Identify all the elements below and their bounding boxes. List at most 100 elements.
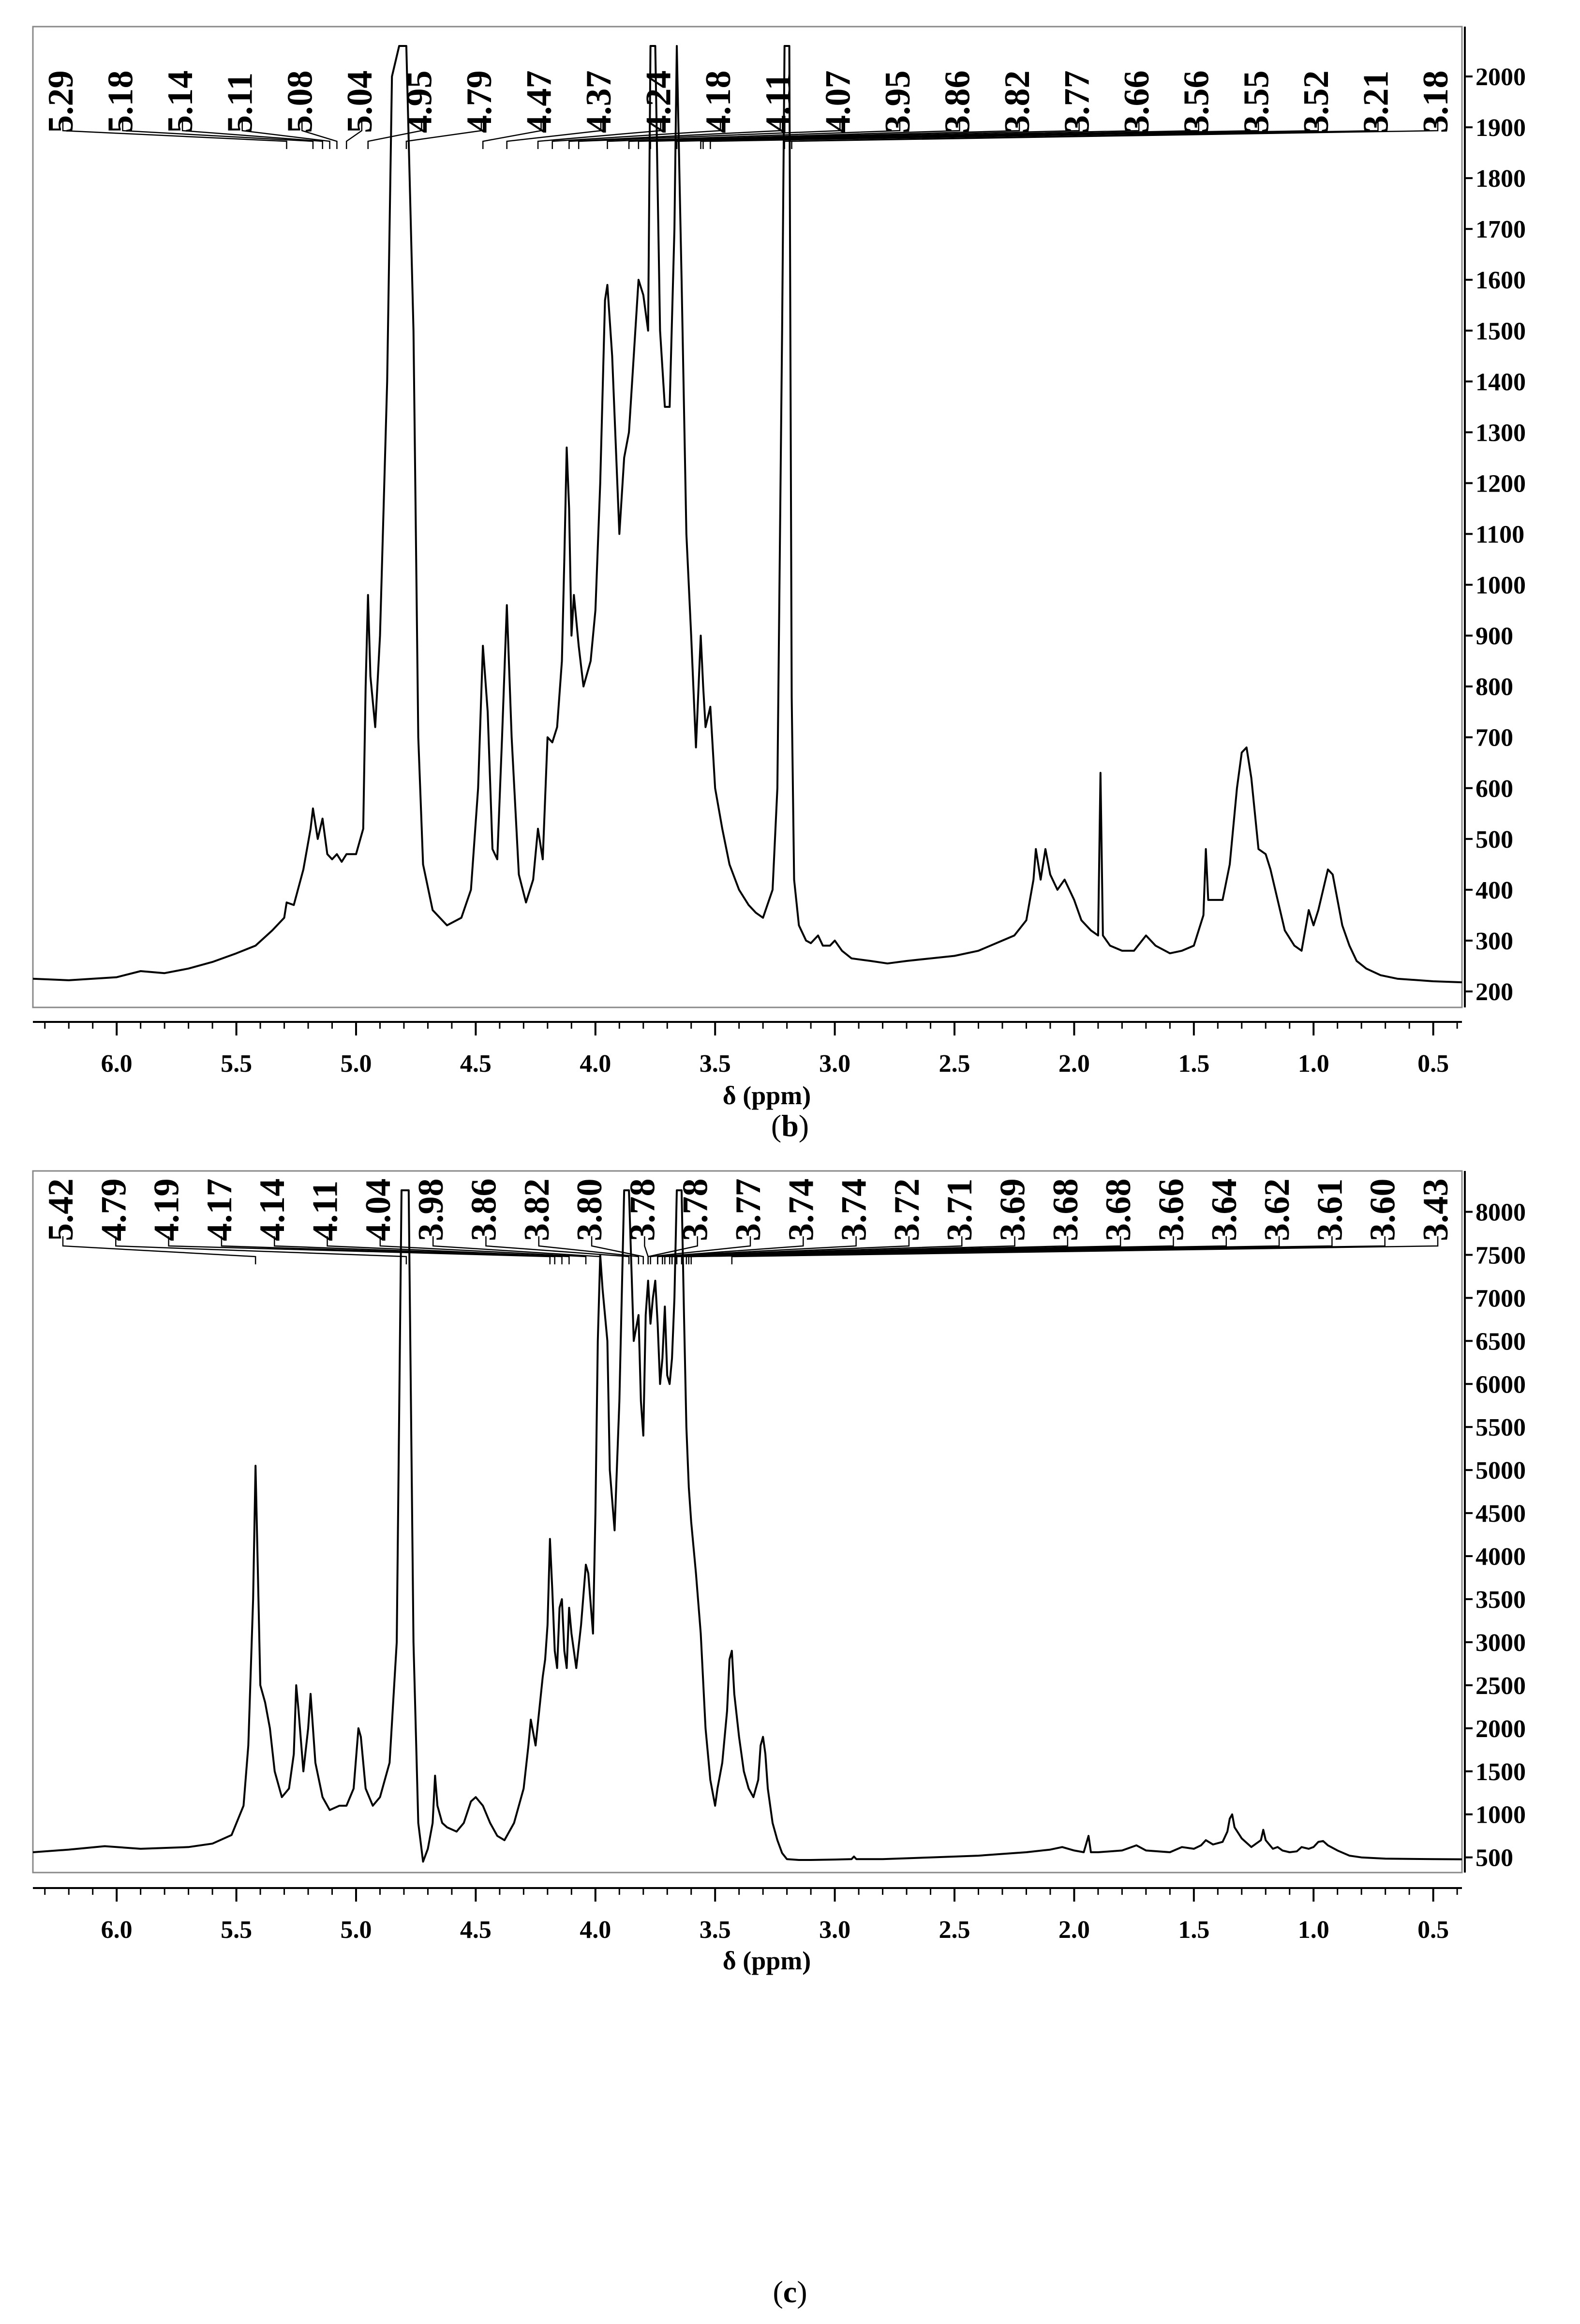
peak-label: 5.42 bbox=[41, 1179, 81, 1242]
peak-leader-line bbox=[662, 1236, 910, 1264]
peak-leader-line bbox=[168, 1236, 551, 1264]
x-tick-label: 6.0 bbox=[101, 1916, 133, 1944]
y-tick-label: 6500 bbox=[1476, 1328, 1526, 1355]
peak-leader-line bbox=[568, 121, 781, 149]
y-tick-label: 1600 bbox=[1476, 267, 1526, 294]
peak-label: 3.77 bbox=[1058, 71, 1097, 134]
x-tick-label: 2.5 bbox=[939, 1916, 970, 1944]
peak-label: 4.14 bbox=[253, 1179, 292, 1242]
peak-leader-line bbox=[482, 121, 542, 149]
y-tick-label: 5500 bbox=[1476, 1414, 1526, 1441]
peak-leader-line bbox=[122, 121, 314, 149]
x-tick-label: 3.5 bbox=[700, 1050, 731, 1078]
peak-label: 3.60 bbox=[1363, 1179, 1403, 1242]
y-tick-label: 3000 bbox=[1476, 1629, 1526, 1657]
y-tick-label: 4500 bbox=[1476, 1500, 1526, 1528]
peak-label: 5.11 bbox=[221, 73, 260, 133]
x-tick-label: 2.5 bbox=[939, 1050, 970, 1078]
peak-leader-line bbox=[647, 1236, 698, 1264]
x-tick-label: 1.5 bbox=[1178, 1916, 1209, 1944]
y-tick-label: 1400 bbox=[1476, 368, 1526, 396]
y-tick-label: 1500 bbox=[1476, 1758, 1526, 1786]
spectrum-line bbox=[33, 1189, 1462, 1863]
x-tick-label: 4.0 bbox=[580, 1916, 611, 1944]
y-tick-label: 3500 bbox=[1476, 1586, 1526, 1614]
peak-leader-line bbox=[221, 1236, 555, 1264]
y-tick-label: 5000 bbox=[1476, 1457, 1526, 1484]
peak-label: 4.17 bbox=[200, 1179, 239, 1242]
peak-label: 3.43 bbox=[1416, 1179, 1456, 1242]
x-tick-label: 4.5 bbox=[460, 1916, 492, 1944]
peak-label: 3.68 bbox=[1046, 1179, 1086, 1242]
x-tick-label: 3.5 bbox=[700, 1916, 731, 1944]
peak-leader-line bbox=[664, 1236, 963, 1264]
peak-label: 3.78 bbox=[676, 1179, 715, 1242]
peak-label: 4.95 bbox=[400, 71, 439, 134]
peak-label: 3.86 bbox=[938, 71, 977, 134]
y-tick-label: 4000 bbox=[1476, 1543, 1526, 1571]
x-tick-label: 2.0 bbox=[1058, 1050, 1090, 1078]
y-tick-label: 1000 bbox=[1476, 572, 1526, 600]
peak-label: 3.62 bbox=[1257, 1179, 1297, 1242]
peak-leader-line bbox=[537, 121, 661, 149]
peak-leader-line bbox=[791, 121, 1439, 149]
y-tick-label: 6000 bbox=[1476, 1371, 1526, 1398]
peak-label: 4.47 bbox=[520, 71, 559, 134]
peak-leader-line bbox=[671, 1236, 1121, 1264]
peak-label: 3.77 bbox=[729, 1179, 768, 1242]
y-tick-label: 500 bbox=[1476, 826, 1513, 854]
y-tick-label: 400 bbox=[1476, 877, 1513, 904]
peak-leader-line bbox=[591, 1236, 644, 1264]
x-axis-label: δ (ppm) bbox=[723, 1081, 811, 1110]
peak-label: 5.04 bbox=[340, 71, 380, 134]
peak-label: 4.37 bbox=[579, 71, 619, 134]
peak-leader-line bbox=[506, 121, 602, 149]
peak-leader-line bbox=[607, 121, 901, 149]
x-tick-label: 4.5 bbox=[460, 1050, 492, 1078]
peak-leader-line bbox=[485, 1236, 630, 1264]
x-tick-label: 4.0 bbox=[580, 1050, 611, 1078]
peak-label: 3.64 bbox=[1205, 1179, 1244, 1242]
y-tick-label: 500 bbox=[1476, 1844, 1513, 1872]
peak-label: 3.86 bbox=[464, 1179, 504, 1242]
peak-leader-line bbox=[628, 121, 960, 149]
y-tick-label: 1100 bbox=[1476, 521, 1524, 549]
x-tick-label: 5.5 bbox=[221, 1916, 252, 1944]
peak-leader-line bbox=[405, 121, 482, 149]
y-tick-label: 800 bbox=[1476, 674, 1513, 701]
caption-c: (c) bbox=[773, 2275, 807, 2309]
peak-leader-line bbox=[432, 1236, 601, 1264]
peak-label: 3.52 bbox=[1297, 71, 1336, 134]
peak-label: 3.68 bbox=[1099, 1179, 1138, 1242]
peak-label: 4.11 bbox=[759, 73, 798, 133]
peak-leader-line bbox=[690, 1236, 1386, 1264]
spectrum-line bbox=[33, 45, 1462, 984]
x-tick-label: 6.0 bbox=[101, 1050, 133, 1078]
y-tick-label: 2000 bbox=[1476, 1715, 1526, 1743]
peak-leader-line bbox=[115, 1236, 407, 1264]
peak-leader-line bbox=[669, 1236, 1015, 1264]
y-tick-label: 7000 bbox=[1476, 1285, 1526, 1312]
peak-leader-line bbox=[657, 1236, 857, 1264]
x-tick-label: 3.0 bbox=[819, 1916, 850, 1944]
caption-b: (b) bbox=[771, 1109, 809, 1143]
peak-leader-line bbox=[181, 121, 323, 149]
peak-leader-line bbox=[62, 121, 287, 149]
spectrum-panel-b: 200 300 400 500 600 700 800 900 1000 1100 1200 1300… bbox=[32, 26, 1526, 1110]
peak-label: 5.29 bbox=[41, 71, 81, 134]
peak-label: 5.18 bbox=[101, 71, 141, 134]
y-tick-label: 2000 bbox=[1476, 63, 1526, 91]
peak-leader-line bbox=[273, 1236, 563, 1264]
peak-label: 3.98 bbox=[411, 1179, 451, 1242]
peak-label: 4.07 bbox=[818, 71, 858, 134]
peak-label: 3.61 bbox=[1310, 1179, 1350, 1242]
peak-label: 3.56 bbox=[1177, 71, 1217, 134]
peak-label: 4.11 bbox=[306, 1181, 345, 1241]
peak-label: 4.79 bbox=[94, 1179, 134, 1242]
peak-label: 3.21 bbox=[1356, 71, 1396, 134]
peak-leader-line bbox=[731, 1236, 1439, 1264]
y-tick-label: 1500 bbox=[1476, 317, 1526, 345]
peak-label: 3.78 bbox=[623, 1179, 662, 1242]
y-tick-label: 1000 bbox=[1476, 1801, 1526, 1829]
y-tick-label: 600 bbox=[1476, 775, 1513, 803]
